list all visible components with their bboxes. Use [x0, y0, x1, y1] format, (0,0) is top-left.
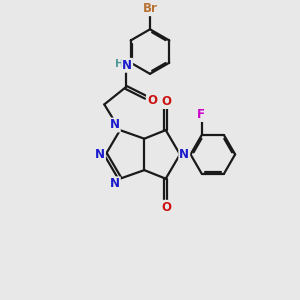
- Text: O: O: [161, 95, 171, 108]
- Text: N: N: [179, 148, 189, 161]
- Text: O: O: [147, 94, 157, 106]
- Text: H: H: [115, 59, 124, 69]
- Text: N: N: [122, 59, 132, 72]
- Text: O: O: [161, 201, 171, 214]
- Text: N: N: [110, 118, 120, 131]
- Text: N: N: [95, 148, 105, 161]
- Text: Br: Br: [143, 2, 158, 15]
- Text: F: F: [197, 108, 205, 121]
- Text: N: N: [110, 177, 120, 190]
